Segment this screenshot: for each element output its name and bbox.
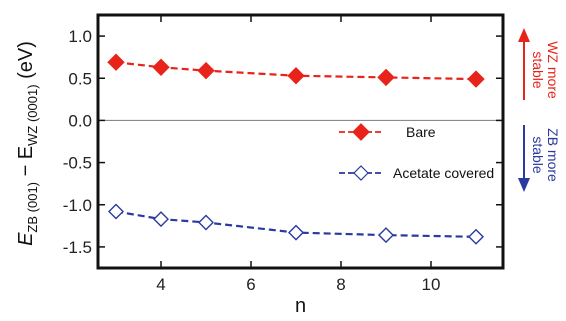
zb-stable-text: stable <box>530 136 546 174</box>
x-axis-label: n <box>295 295 306 317</box>
x-tick-label: 4 <box>156 275 165 294</box>
wz-more-text: WZ more <box>545 41 561 99</box>
y-tick-label: 1.0 <box>68 27 92 46</box>
plot-frame <box>96 13 505 270</box>
data-point-acetate <box>378 227 394 244</box>
data-point-acetate <box>198 214 214 231</box>
y-tick-label: -1.5 <box>63 238 92 257</box>
data-point-bare <box>467 70 485 88</box>
zb-more-text: ZB more <box>545 128 561 182</box>
series-line-acetate <box>115 210 477 238</box>
data-point-bare <box>377 68 395 87</box>
data-point-bare <box>197 61 215 80</box>
x-tick-label: 6 <box>246 275 255 294</box>
data-point-bare <box>107 53 125 71</box>
y-tick-label: -0.5 <box>63 154 92 173</box>
data-point-bare <box>152 58 170 76</box>
y-axis-label: EZB (001) − EWZ (0001) (eV) <box>15 41 40 246</box>
y-tick-label: -1.0 <box>63 196 92 215</box>
y-label-minus: − E <box>15 146 37 182</box>
text-layer: 1.0 0.5 0.0 -0.5 -1.0 -1.5 4 6 8 10 Bare Acetate co… <box>15 27 561 317</box>
y-label-unit: (eV) <box>15 41 37 84</box>
y-tick-label: 0.0 <box>68 111 92 130</box>
data-point-acetate <box>108 203 124 220</box>
y-tick-label: 0.5 <box>68 69 92 88</box>
legend-label-acetate: Acetate covered <box>393 165 494 181</box>
zb-arrow-head <box>518 178 530 192</box>
data-layer <box>107 53 485 245</box>
y-label-e1: E <box>15 232 37 246</box>
data-point-acetate <box>153 211 169 228</box>
wz-stable-text: stable <box>530 51 546 89</box>
y-label-sub2: WZ (0001) <box>25 84 40 145</box>
legend-marker-acetate <box>353 165 369 181</box>
x-tick-label: 8 <box>336 275 345 294</box>
legend-marker-bare <box>352 123 370 141</box>
x-tick-label: 10 <box>422 275 441 294</box>
y-label-sub1: ZB (001) <box>25 182 40 233</box>
legend-label-bare: Bare <box>406 124 436 140</box>
data-point-acetate <box>468 228 484 245</box>
frame-layer <box>96 13 505 270</box>
axes <box>98 15 503 268</box>
wz-arrow-head <box>518 28 530 42</box>
plot-background <box>98 15 503 268</box>
data-point-bare <box>287 67 305 85</box>
data-point-acetate <box>288 224 304 241</box>
